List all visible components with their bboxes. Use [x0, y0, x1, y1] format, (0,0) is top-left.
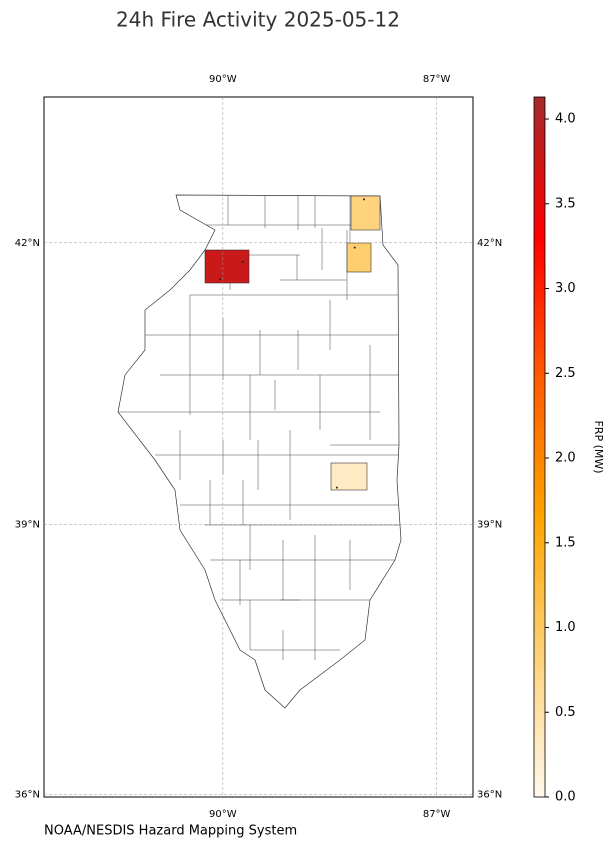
colorbar-tick-label: 2.0	[555, 451, 576, 466]
y-tick-label: 39°N	[15, 519, 40, 530]
y-tick-label: 42°N	[477, 238, 502, 249]
colorbar	[533, 96, 546, 798]
y-tick-label: 39°N	[477, 519, 502, 530]
fire-point	[241, 260, 244, 263]
colorbar-label: FRP (MW)	[592, 420, 605, 473]
x-tick-label: 87°W	[423, 74, 451, 85]
fire-county	[346, 242, 372, 273]
colorbar-tick-label: 3.5	[555, 196, 576, 211]
colorbar-tick-label: 0.5	[555, 705, 576, 720]
y-tick-label: 36°N	[15, 789, 40, 800]
fire-point	[219, 278, 222, 281]
fire-point	[362, 198, 365, 201]
title: 24h Fire Activity 2025-05-12	[116, 8, 400, 32]
fire-county	[330, 462, 368, 491]
fire-county	[204, 249, 250, 284]
y-tick-label: 36°N	[477, 789, 502, 800]
fire-county	[350, 195, 381, 231]
colorbar-tick-label: 1.5	[555, 535, 576, 550]
fire-point	[335, 486, 338, 489]
fire-point	[353, 246, 356, 249]
x-tick-label: 90°W	[209, 74, 237, 85]
map-frame	[43, 96, 474, 798]
colorbar-tick-label: 0.0	[555, 790, 576, 805]
source: NOAA/NESDIS Hazard Mapping System	[44, 824, 297, 839]
y-tick-label: 42°N	[15, 238, 40, 249]
x-tick-label: 90°W	[209, 809, 237, 820]
colorbar-tick-label: 1.0	[555, 620, 576, 635]
colorbar-tick-label: 4.0	[555, 112, 576, 127]
colorbar-tick-label: 2.5	[555, 366, 576, 381]
x-tick-label: 87°W	[423, 809, 451, 820]
colorbar-tick-label: 3.0	[555, 281, 576, 296]
